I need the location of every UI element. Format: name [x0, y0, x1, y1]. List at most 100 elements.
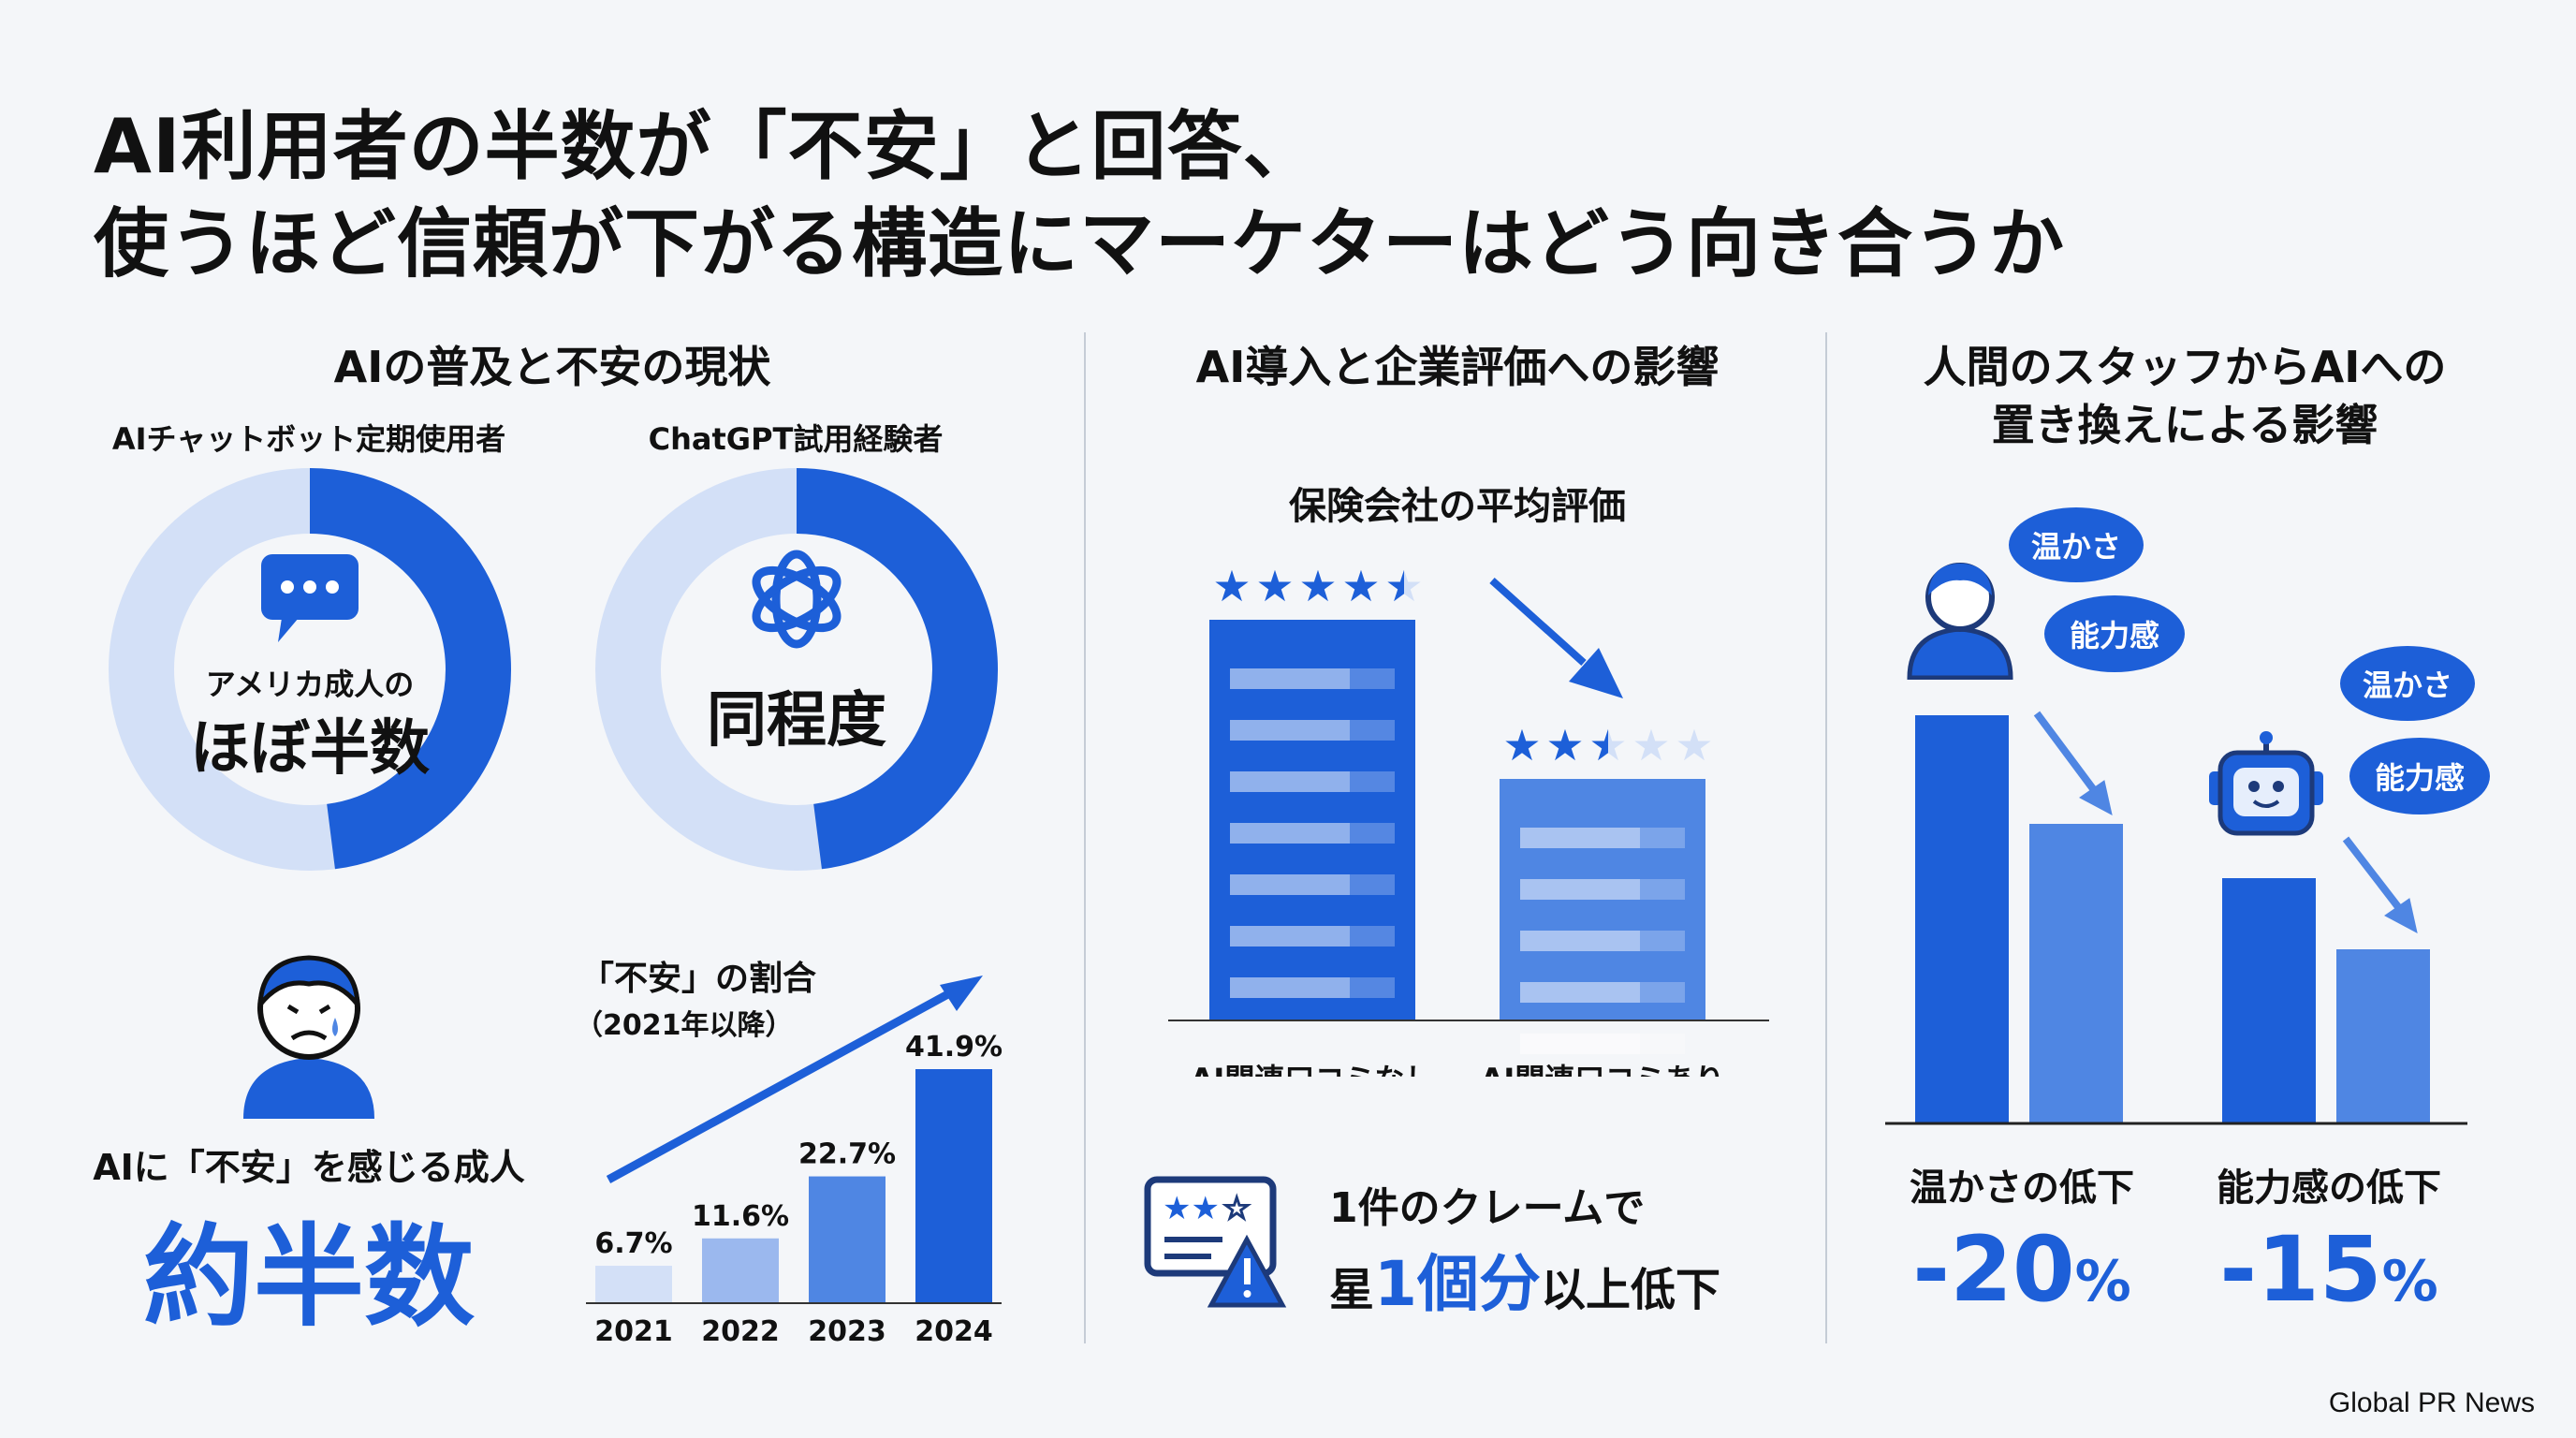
rating-review-row	[1230, 668, 1395, 689]
anxiety-chart-title: 「不安」の割合	[580, 960, 817, 998]
review-warning-icon: ★★ ☆	[1144, 1176, 1287, 1308]
donut1-fill-arc	[309, 468, 511, 870]
rating-star-icon: ★	[1212, 561, 1251, 611]
anxiety-bar-category-label: 2024	[915, 1315, 993, 1348]
bar-human-competence	[2222, 878, 2316, 1123]
donut1	[109, 468, 511, 871]
robot-bubble-warmth: 温かさ	[2340, 646, 2475, 721]
section3-heading-line1: 人間のスタッフからAIへの	[1923, 342, 2447, 392]
rating-review-row-fill	[1520, 828, 1640, 848]
anxiety-bar-value-label: 6.7%	[594, 1227, 672, 1260]
donut1-inner-big: ほぼ半数	[190, 714, 430, 784]
rating-review-row	[1520, 879, 1685, 900]
claim-suffix: 以上低下	[1540, 1264, 1720, 1316]
bar-ai-warmth	[2029, 824, 2123, 1123]
warmth-value-unit: %	[2074, 1249, 2131, 1314]
anxiety-bar-2024	[915, 1069, 992, 1303]
competence-value-number: -15	[2219, 1217, 2382, 1322]
donut1-inner-small: アメリカ成人の	[205, 667, 415, 702]
anxiety-bar-category-label: 2023	[808, 1315, 886, 1348]
warmth-drop-arrow	[2033, 711, 2113, 815]
rating-review-row	[1230, 720, 1395, 741]
page-title-line2: 使うほど信頼が下がる構造にマーケターはどう向き合うか	[94, 200, 2065, 287]
worried-person-icon	[243, 955, 374, 1119]
rating-review-row	[1230, 874, 1395, 895]
anxiety-bar-value-label: 22.7%	[798, 1138, 896, 1171]
claim-line2: 星1個分以上低下	[1329, 1234, 1720, 1324]
donut-charts	[109, 468, 998, 871]
rating-review-row-fill	[1520, 982, 1640, 1003]
warmth-drop-value: -20%	[1863, 1217, 2181, 1322]
rating-bar-chart: ★★★★★AI関連口コミなし★★★★★AI関連口コミあり	[1168, 561, 1769, 1077]
human-staff-icon	[1907, 563, 2013, 680]
chatgpt-logo-icon	[752, 550, 842, 649]
anxiety-bar-value-label: 41.9%	[905, 1031, 1003, 1064]
rating-review-row	[1520, 931, 1685, 951]
rating-star-icon: ★	[1502, 720, 1541, 770]
rating-review-row	[1230, 926, 1395, 946]
rating-review-row	[1520, 982, 1685, 1003]
rating-bar-1	[1209, 620, 1415, 1020]
rating-review-row-fill	[1230, 977, 1350, 998]
anxiety-big-value: 約半数	[142, 1212, 475, 1342]
anxiety-trend-arrow	[606, 976, 983, 1183]
anxiety-bar-2023	[809, 1176, 886, 1303]
section1-heading: AIの普及と不安の現状	[333, 342, 771, 392]
rating-review-row	[1230, 823, 1395, 844]
rating-review-row-fill	[1230, 720, 1350, 741]
rating-review-row-fill	[1230, 771, 1350, 792]
section3-heading-line2: 置き換えによる影響	[1991, 400, 2378, 450]
rating-star-icon: ★	[1384, 561, 1423, 611]
robot-bubble-competence: 能力感	[2349, 738, 2490, 814]
bar-ai-competence	[2336, 949, 2430, 1123]
claim-line1: 1件のクレームで	[1329, 1184, 1646, 1232]
bar-human-warmth-base	[1915, 715, 2009, 1123]
rating-review-row-fill	[1230, 926, 1350, 946]
rating-category-label: AI関連口コミなし	[1191, 1062, 1435, 1077]
rating-review-row	[1520, 828, 1685, 848]
rating-review-row	[1230, 977, 1395, 998]
svg-text:★★: ★★	[1163, 1190, 1220, 1227]
claim-highlight: 1個分	[1374, 1248, 1541, 1320]
source-credit: Global PR News	[2328, 1387, 2535, 1418]
rating-review-row	[1230, 771, 1395, 792]
warmth-value-number: -20	[1912, 1217, 2075, 1322]
claim-prefix: 星	[1329, 1264, 1375, 1316]
rating-bar-2	[1500, 779, 1705, 1020]
section2-heading: AI導入と企業評価への影響	[1195, 342, 1720, 392]
section-divider-2	[1825, 332, 1827, 1343]
anxiety-label: AIに「不安」を感じる成人	[93, 1147, 525, 1188]
anxiety-bar-category-label: 2022	[701, 1315, 780, 1348]
page-title-line1: AI利用者の半数が「不安」と回答、	[94, 103, 1319, 190]
anxiety-bar-value-label: 11.6%	[692, 1200, 789, 1233]
rating-star-icon: ★	[1632, 720, 1670, 770]
rating-category-label: AI関連口コミあり	[1481, 1062, 1725, 1077]
impact-bar-chart	[1885, 711, 2467, 1125]
rating-drop-arrow	[1489, 578, 1623, 698]
rating-review-row-fill	[1230, 874, 1350, 895]
competence-value-unit: %	[2381, 1249, 2438, 1314]
rating-star-icon: ★	[1545, 720, 1584, 770]
competence-drop-arrow	[2342, 836, 2418, 933]
rating-review-row-fill	[1520, 931, 1640, 951]
rating-star-icon: ★	[1588, 720, 1627, 770]
donut2-label: ChatGPT試用経験者	[648, 421, 944, 457]
anxiety-bar-2021	[595, 1266, 672, 1303]
anxiety-bar-chart: 6.7% 2021 11.6% 2022 22.7% 2023 41.9% 2024	[586, 976, 1003, 1348]
rating-star-icon: ★	[1675, 720, 1713, 770]
donut1-label: AIチャットボット定期使用者	[111, 421, 506, 457]
competence-drop-value: -15%	[2170, 1217, 2488, 1322]
robot-icon	[2209, 731, 2323, 836]
rating-review-row	[1520, 1034, 1685, 1054]
donut2	[595, 468, 998, 871]
chat-bubble-icon	[261, 554, 359, 642]
anxiety-chart-subtitle: （2021年以降）	[575, 1009, 794, 1042]
human-bubble-competence: 能力感	[2044, 595, 2185, 672]
rating-review-row-fill	[1230, 668, 1350, 689]
anxiety-bar-2022	[702, 1238, 779, 1303]
donut2-fill-arc	[796, 468, 998, 870]
warmth-drop-label: 温かさの低下	[1910, 1167, 2134, 1210]
rating-star-icon: ★	[1255, 561, 1294, 611]
section-divider-1	[1084, 332, 1086, 1343]
anxiety-bar-category-label: 2021	[594, 1315, 673, 1348]
